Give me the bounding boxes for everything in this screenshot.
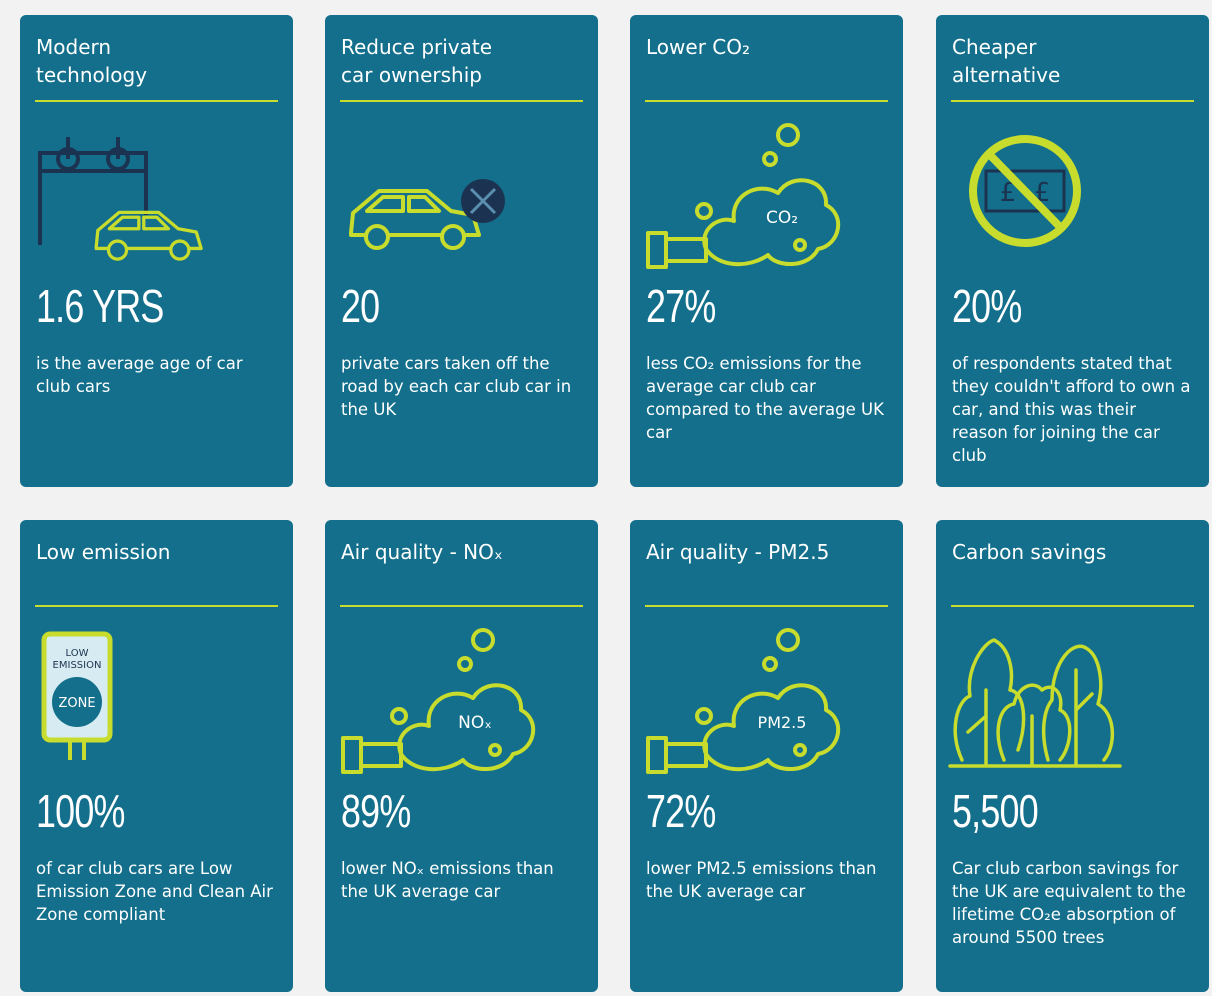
stat: 100% [36, 785, 125, 837]
description: less CO₂ emissions for the average car c… [646, 354, 884, 442]
stat: 72% [646, 785, 716, 837]
card-title: Low emission [36, 540, 171, 564]
icon-label: LOW [66, 648, 89, 659]
divider [340, 100, 583, 102]
divider [951, 100, 1194, 102]
card-title: Air quality - PM2.5 [646, 540, 830, 564]
icon-label: ZONE [58, 696, 95, 711]
card-title: Cheaper alternative [952, 35, 1061, 87]
description: lower NOₓ emissions than the UK average … [341, 859, 554, 901]
card: Reduce private car ownership 20 private … [325, 15, 598, 487]
stat: 89% [341, 785, 411, 837]
icon: £ £ [969, 135, 1081, 247]
divider [645, 100, 888, 102]
icon-label: £ [1000, 178, 1017, 208]
card: Air quality - PM2.5 PM2.5 72% lower PM2.… [630, 520, 903, 992]
icon-label: PM2.5 [758, 713, 807, 732]
icon: LOW EMISSION ZONE [41, 631, 113, 760]
card-title: Carbon savings [952, 540, 1107, 564]
description: lower PM2.5 emissions than the UK averag… [646, 859, 877, 901]
divider [35, 100, 278, 102]
card-title: Reduce private car ownership [341, 35, 493, 87]
icon [948, 638, 1122, 768]
description: of car club cars are Low Emission Zone a… [36, 859, 273, 924]
card-title: Modern technology [36, 35, 148, 87]
icon [349, 179, 505, 250]
icon-label: NOₓ [458, 713, 492, 733]
icon-label: CO₂ [766, 208, 798, 228]
stat: 27% [646, 280, 716, 332]
stat: 20 [341, 280, 380, 332]
divider [340, 605, 583, 607]
card: Air quality - NOₓ NOₓ 89% lower NOₓ emis… [325, 520, 598, 992]
icon: NOₓ [341, 628, 536, 774]
divider [35, 605, 278, 607]
card-title: Air quality - NOₓ [341, 540, 503, 564]
card: Modern technology 1.6 YRS is the average… [20, 15, 293, 487]
icon: PM2.5 [646, 628, 841, 774]
description: of respondents stated that they couldn't… [952, 354, 1191, 465]
card-title: Lower CO₂ [646, 35, 750, 59]
icon [38, 137, 203, 261]
description: private cars taken off the road by each … [341, 354, 572, 419]
stat: 1.6 YRS [36, 280, 164, 332]
stat: 5,500 [952, 785, 1039, 837]
description: is the average age of car club cars [36, 354, 243, 396]
card: Low emission LOW EMISSION ZONE 100% of c… [20, 520, 293, 992]
icon-label: EMISSION [53, 660, 102, 671]
card: Carbon savings 5,500 Car club carbon sav… [936, 520, 1209, 992]
divider [645, 605, 888, 607]
description: Car club carbon savings for the UK are e… [952, 859, 1186, 947]
card: Lower CO₂ CO₂ 27% less CO₂ emissions for… [630, 15, 903, 487]
card: Cheaper alternative £ £ 20% of responden… [936, 15, 1209, 487]
divider [951, 605, 1194, 607]
stat: 20% [952, 280, 1022, 332]
icon: CO₂ [646, 123, 841, 269]
